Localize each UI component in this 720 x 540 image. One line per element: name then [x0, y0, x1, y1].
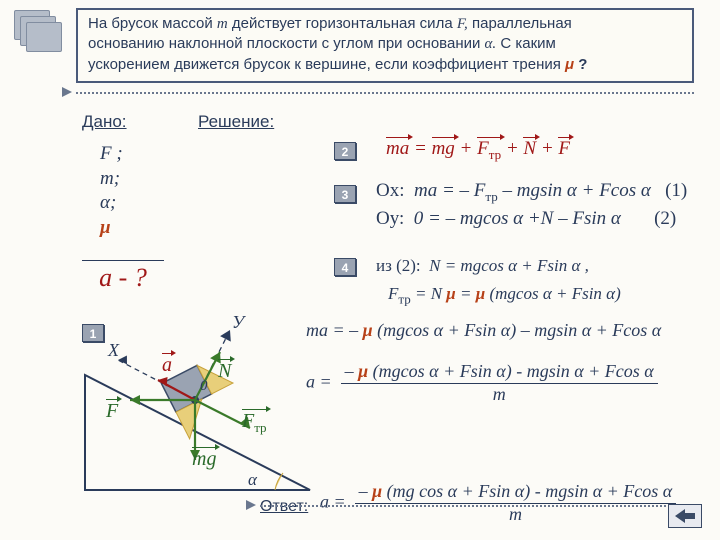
text: ускорением движется брусок к вершине, ес… — [88, 56, 565, 73]
origin-label: 0 — [200, 378, 208, 395]
text: ? — [578, 56, 587, 73]
step-badge-4: 4 — [334, 258, 356, 276]
divider-marker-icon — [62, 87, 72, 97]
find-a: a - ? — [82, 260, 164, 293]
given-alpha: α; — [100, 191, 123, 216]
problem-statement: На брусок массой m действует горизонталь… — [76, 8, 694, 83]
eq-from2: из (2): N = mgcos α + Fsin α , — [376, 256, 589, 276]
back-button[interactable] — [668, 504, 702, 528]
given-header: Дано: — [82, 112, 127, 132]
eq-ma-expanded: ma = – μ (mgcos α + Fsin α) – mgsin α + … — [306, 320, 661, 341]
eq-friction: Fтр = N μ = μ (mgcos α + Fsin α) — [388, 284, 621, 307]
given-F: F ; — [100, 142, 123, 167]
eq-oy: Оу: 0 = – mgcos α +N – Fsin α (2) — [376, 208, 676, 230]
divider-bottom — [260, 505, 670, 507]
eq-ox: Ох: ma = – Fтр – mgsin α + Fcos α (1) — [376, 180, 687, 205]
text: На брусок массой — [88, 15, 217, 32]
given-m: m; — [100, 167, 123, 192]
eq-a-solved: a = – μ (mgcos α + Fsin α) - mgsin α + F… — [306, 362, 658, 405]
back-arrow-icon — [675, 509, 695, 523]
vector-N-label: N — [218, 360, 231, 383]
angle-alpha-label: α — [248, 470, 257, 490]
text: действует горизонтальная сила — [232, 15, 457, 32]
text: основанию наклонной плоскости с углом пр… — [88, 35, 485, 52]
var-alpha: α. — [485, 36, 497, 52]
step-badge-3: 3 — [334, 185, 356, 203]
divider-top — [76, 92, 694, 94]
axis-x-label: Х — [108, 340, 119, 361]
text: параллельная — [472, 15, 572, 32]
given-mu: μ — [100, 216, 123, 241]
var-m: m — [217, 16, 228, 32]
solution-header: Решение: — [198, 112, 274, 132]
divider-marker-icon — [246, 500, 256, 510]
vector-Ftr-label: Fтр — [242, 410, 267, 436]
given-block: F ; m; α; μ — [100, 142, 123, 241]
axis-y-label: У — [232, 312, 244, 333]
text: С каким — [500, 35, 556, 52]
step-badge-2: 2 — [334, 142, 356, 160]
eq-newton-vector: ma = mg + Fтр + N + F — [386, 138, 570, 163]
vector-mg-label: mg — [192, 448, 216, 471]
vector-a-label: a — [162, 354, 172, 377]
var-F: F, — [457, 16, 468, 32]
eq-answer: a = – μ (mg cos α + Fsin α) - mgsin α + … — [320, 482, 676, 525]
var-mu: μ — [565, 56, 574, 73]
free-body-diagram: 0 Х У a N F Fтр mg α — [80, 290, 320, 500]
answer-label: Ответ: — [260, 498, 308, 516]
vector-F-label: F — [106, 400, 118, 423]
